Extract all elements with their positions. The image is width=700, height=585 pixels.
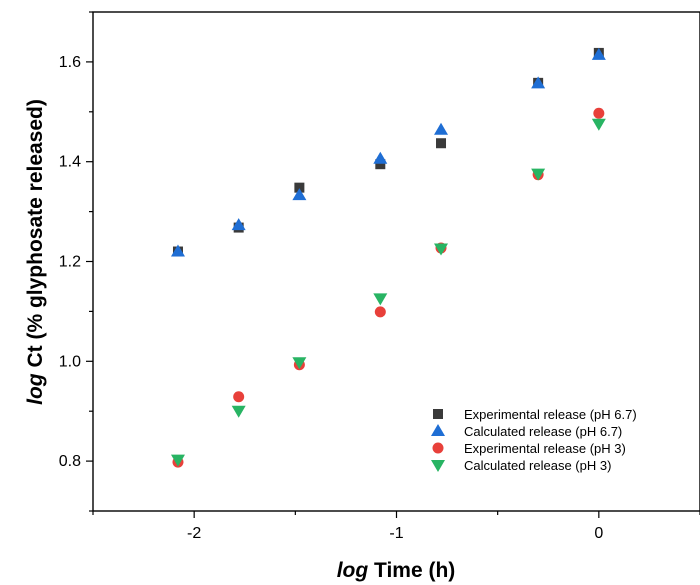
legend-marker: [431, 460, 445, 472]
data-point: [231, 405, 246, 418]
data-point: [593, 107, 605, 119]
data-point: [170, 454, 185, 467]
data-point: [434, 243, 449, 256]
x-tick-label: -1: [389, 525, 403, 542]
data-point: [170, 244, 185, 257]
data-point: [531, 168, 546, 181]
data-point: [591, 47, 606, 60]
x-tick-label: -2: [187, 525, 201, 542]
tick-labels: -2 -1 0 0.8 1.0 1.2 1.4 1.6: [59, 54, 604, 542]
data-point: [436, 138, 447, 149]
legend-label: Experimental release (pH 3): [464, 441, 626, 456]
legend: Experimental release (pH 6.7) Calculated …: [431, 407, 637, 473]
data-point: [292, 357, 307, 370]
x-axis-label: log Time (h): [337, 559, 456, 582]
data-point: [292, 188, 307, 201]
y-tick-label: 1.6: [59, 54, 81, 71]
data-points: [170, 47, 606, 468]
legend-marker: [432, 442, 444, 454]
data-point: [294, 182, 305, 193]
data-point: [375, 159, 386, 170]
legend-label: Calculated release (pH 6.7): [464, 424, 622, 439]
y-tick-label: 1.0: [59, 353, 81, 370]
legend-label: Experimental release (pH 6.7): [464, 407, 637, 422]
axis-ticks: [86, 11, 700, 518]
y-tick-label: 1.2: [59, 254, 81, 271]
data-point: [231, 218, 246, 231]
y-axis-label: log Ct (% glyphosate released): [24, 99, 47, 405]
data-point: [233, 391, 245, 403]
x-tick-label: 0: [594, 525, 603, 542]
data-point: [374, 306, 386, 318]
data-point: [531, 76, 546, 89]
y-tick-label: 0.8: [59, 453, 81, 470]
legend-label: Calculated release (pH 3): [464, 458, 611, 473]
legend-marker: [431, 424, 445, 436]
data-point: [373, 293, 388, 306]
legend-marker: [433, 409, 443, 419]
data-point: [434, 122, 449, 135]
y-tick-label: 1.4: [59, 154, 81, 171]
data-point: [373, 151, 388, 164]
data-point: [591, 118, 606, 131]
